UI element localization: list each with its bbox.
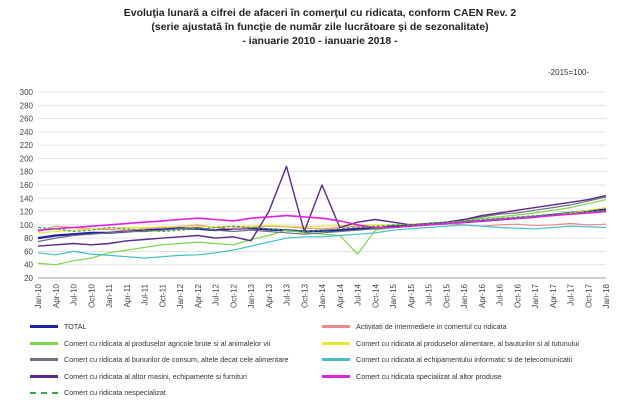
legend-entry-1: TOTAL: [30, 322, 87, 331]
series-line-5: [37, 196, 607, 243]
x-tick-label: Oct-13: [300, 283, 309, 308]
x-tick-label: Jul-17: [567, 283, 576, 305]
x-tick-label: Jan-11: [105, 283, 114, 307]
y-tick-label: 220: [20, 141, 34, 150]
y-tick-label: 100: [20, 221, 34, 230]
x-tick-label: Jan-10: [34, 283, 43, 308]
legend-entry-2: Activitati de intermediere in comertul c…: [322, 322, 507, 331]
y-tick-label: 60: [24, 247, 33, 256]
legend-label: Comert cu ridicata al produselor aliment…: [356, 338, 579, 348]
x-tick-label: Jul-15: [425, 283, 434, 305]
x-axis: Jan-10 Apr-10 Jul-10 Oct-10 Jan-11 Apr-11 Jul-…: [34, 277, 611, 308]
x-tick-label: Jan-12: [176, 283, 185, 308]
legend-label: Comert cu ridicata nespecializat: [64, 388, 166, 397]
x-tick-label: Jan-13: [247, 283, 256, 308]
x-tick-label: Jan-16: [460, 283, 469, 308]
y-tick-label: 280: [20, 101, 34, 110]
x-tick-label: Apr-14: [336, 283, 345, 308]
y-tick-label: 20: [24, 274, 33, 283]
y-tick-label: 180: [20, 168, 34, 177]
y-tick-label: 240: [20, 128, 34, 137]
y-tick-label: 260: [20, 115, 34, 124]
x-tick-label: Apr-13: [265, 283, 274, 308]
legend-swatch: [322, 358, 350, 361]
x-tick-label: Apr-10: [52, 283, 61, 308]
series-line-9: [37, 209, 607, 233]
x-tick-label: Oct-11: [158, 283, 167, 307]
x-tick-label: Jan-15: [389, 283, 398, 308]
x-tick-label: Jul-16: [496, 283, 505, 305]
legend-swatch: [322, 341, 350, 345]
x-tick-label: Apr-16: [478, 283, 487, 308]
x-tick-label: Oct-10: [87, 283, 96, 308]
x-tick-label: Oct-15: [442, 283, 451, 308]
y-tick-label: 200: [20, 154, 34, 163]
x-tick-label: Jan-14: [318, 283, 327, 308]
legend-entry-8: Comert cu ridicata specializat al altor …: [322, 372, 501, 381]
base-year-note: -2015=100-: [548, 68, 590, 77]
chart-title-line3: - ianuarie 2010 - ianuarie 2018 -: [242, 35, 398, 47]
x-tick-label: Jul-14: [354, 283, 363, 305]
y-tick-label: 120: [20, 208, 34, 217]
legend-entry-5: Comert cu ridicata al bunurilor de consu…: [30, 355, 289, 364]
x-tick-label: Jan-18: [602, 283, 611, 308]
series-line-7: [37, 165, 607, 247]
x-tick-label: Apr-15: [407, 283, 416, 308]
legend-swatch: [30, 391, 58, 394]
x-tick-label: Oct-12: [229, 283, 238, 308]
legend-label: Comert cu ridicata specializat al altor …: [356, 371, 502, 381]
legend-label: Activitati de intermediere in comertul c…: [356, 322, 507, 331]
legend-label: Comert cu ridicata al altor masini, echi…: [64, 371, 247, 381]
x-tick-label: Oct-17: [584, 283, 593, 308]
y-tick-label: 140: [20, 194, 34, 203]
legend-label: TOTAL: [64, 322, 87, 331]
series-line-6: [37, 224, 607, 259]
x-tick-label: Jul-13: [283, 283, 292, 305]
legend-swatch: [322, 374, 350, 378]
series-lines: [37, 165, 607, 266]
y-tick-label: 160: [20, 181, 34, 190]
legend-entry-3: Comert cu ridicata al produselor agricol…: [30, 339, 270, 348]
legend-entry-7: Comert cu ridicata al altor masini, echi…: [30, 372, 247, 381]
y-tick-label: 40: [24, 261, 33, 270]
legend-swatch: [30, 325, 58, 328]
legend-entry-6: Comert cu ridicata al echipamentului inf…: [322, 355, 572, 364]
legend-swatch: [322, 325, 350, 328]
legend-label: Comert cu ridicata al produselor agricol…: [64, 338, 271, 348]
y-tick-label: 300: [20, 88, 34, 97]
x-tick-label: Oct-16: [513, 283, 522, 308]
chart-title-line2: (serie ajustată în funcţie de număr zile…: [151, 21, 489, 33]
legend-label: Comert cu ridicata al echipamentului inf…: [356, 355, 573, 364]
x-tick-label: Oct-14: [371, 283, 380, 308]
x-tick-label: Apr-11: [123, 283, 132, 307]
x-tick-label: Jul-12: [212, 283, 221, 305]
x-tick-label: Jan-17: [531, 283, 540, 308]
chart-title-line1: Evoluţia lunară a cifrei de afaceri în c…: [123, 7, 517, 19]
x-tick-label: Apr-17: [549, 283, 558, 308]
x-tick-label: Jul-11: [141, 283, 150, 305]
legend-label: Comert cu ridicata al bunurilor de consu…: [64, 355, 289, 364]
legend-entry-4: Comert cu ridicata al produselor aliment…: [322, 339, 579, 348]
series-line-3: [37, 199, 607, 266]
y-tick-label: 80: [24, 234, 33, 243]
legend-entry-9: Comert cu ridicata nespecializat: [30, 388, 166, 397]
series-line-8: [37, 210, 607, 231]
x-tick-label: Jul-10: [70, 283, 79, 305]
y-axis: 20 40 60 80 100 120 140 160 180 200 220 240 260 280 30…: [20, 88, 34, 283]
x-tick-label: Apr-12: [194, 283, 203, 308]
legend-swatch: [30, 374, 58, 378]
legend-swatch: [30, 341, 58, 345]
legend-swatch: [30, 358, 58, 361]
